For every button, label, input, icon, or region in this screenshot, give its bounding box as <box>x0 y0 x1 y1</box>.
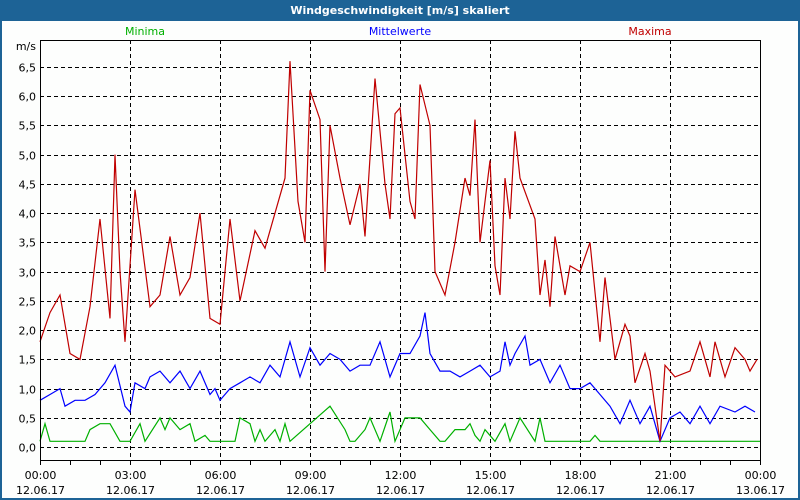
y-tick-label: 2,0 <box>19 325 37 338</box>
y-tick-label: 1,0 <box>19 384 37 397</box>
x-tick-date: 12.06.17 <box>196 484 245 497</box>
x-tick-time: 09:00 <box>295 469 327 482</box>
y-tick-label: 1,5 <box>19 354 37 367</box>
y-tick-label: 5,0 <box>19 150 37 163</box>
y-tick-label: 3,0 <box>19 267 37 280</box>
series-group <box>39 61 761 444</box>
axes: 0,0 0,5 1,0 1,5 2,0 2,5 3,0 3,5 4,0 4,5 5,0 5,5 6,0 6… <box>16 40 785 497</box>
y-axis-label: m/s <box>16 40 36 53</box>
y-tick-label: 3,5 <box>19 237 37 250</box>
x-tick-time: 00:00 <box>745 469 777 482</box>
series-mittelwerte <box>39 312 756 444</box>
legend: Minima Mittelwerte Maxima <box>125 25 672 38</box>
y-tick-label: 2,5 <box>19 296 37 309</box>
y-tick-label: 4,0 <box>19 208 37 221</box>
plot-frame <box>40 40 761 461</box>
x-tick-date: 12.06.17 <box>16 484 65 497</box>
legend-maxima: Maxima <box>628 25 671 38</box>
legend-minima: Minima <box>125 25 165 38</box>
grid <box>40 40 760 460</box>
y-tick-label: 0,5 <box>19 413 37 426</box>
x-tick-time: 06:00 <box>205 469 237 482</box>
y-tick-label: 0,0 <box>19 442 37 455</box>
x-tick-date: 12.06.17 <box>286 484 335 497</box>
x-tick-time: 00:00 <box>25 469 57 482</box>
x-tick-time: 15:00 <box>475 469 507 482</box>
x-tick-time: 12:00 <box>385 469 417 482</box>
x-tick-date: 12.06.17 <box>466 484 515 497</box>
x-tick-date: 12.06.17 <box>376 484 425 497</box>
y-tick-label: 6,5 <box>19 62 37 75</box>
x-tick-time: 03:00 <box>115 469 147 482</box>
series-line-mittelwerte <box>39 312 756 444</box>
series-maxima <box>39 61 758 442</box>
y-tick-label: 4,5 <box>19 179 37 192</box>
series-line-minima <box>39 405 760 444</box>
chart-title: Windgeschwindigkeit [m/s] skaliert <box>0 0 800 21</box>
x-tick-date: 12.06.17 <box>646 484 695 497</box>
y-tick-label: 6,0 <box>19 91 37 104</box>
x-tick-time: 21:00 <box>655 469 687 482</box>
x-tick-date: 12.06.17 <box>106 484 155 497</box>
legend-mittelwerte: Mittelwerte <box>369 25 432 38</box>
series-line-maxima <box>39 61 758 442</box>
x-tick-time: 18:00 <box>565 469 597 482</box>
x-tick-date: 12.06.17 <box>556 484 605 497</box>
y-tick-label: 5,5 <box>19 120 37 133</box>
x-tick-date: 13.06.17 <box>736 484 785 497</box>
